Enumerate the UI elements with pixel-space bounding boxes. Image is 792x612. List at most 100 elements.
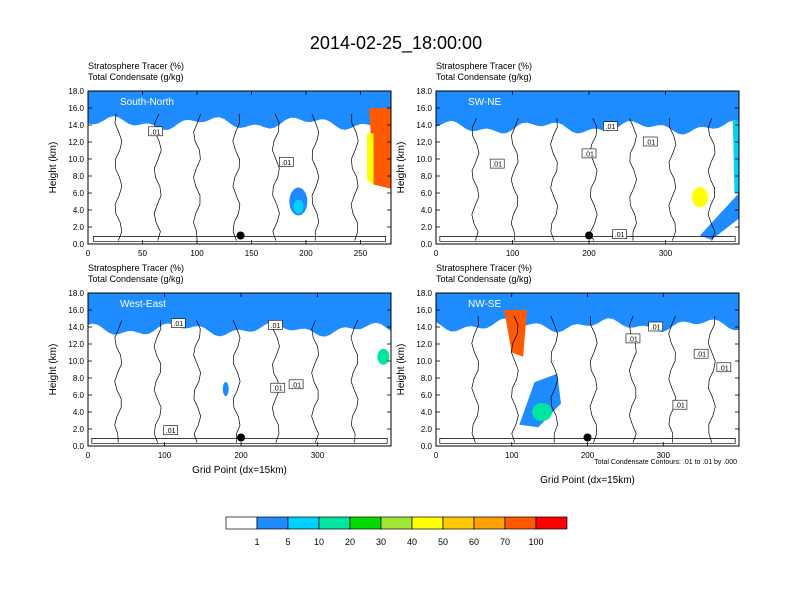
subtitle-condensate: Total Condensate (g/kg) (88, 72, 184, 82)
condensate-contour (272, 113, 280, 241)
y-tick-label: 8.0 (421, 374, 433, 383)
condensate-contours (439, 118, 736, 242)
x-tick-label: 300 (659, 249, 673, 258)
colorbar-label: 5 (285, 537, 290, 547)
tracer-field: .01 .01 .01 .01 .01 (88, 293, 391, 446)
svg-text:.01: .01 (166, 428, 176, 435)
x-tick-label: 100 (505, 451, 519, 460)
tracer-field: .01 .01 (88, 91, 391, 244)
contour-label: .01 (642, 136, 658, 147)
condensate-contour (471, 315, 480, 443)
y-tick-label: 14.0 (68, 121, 84, 130)
svg-text:.01: .01 (719, 365, 729, 372)
plot-frame (87, 292, 392, 447)
contour-label: .01 (648, 321, 663, 332)
condensate-contour (232, 320, 241, 443)
subtitle-tracer: Stratosphere Tracer (%) (436, 61, 532, 71)
colorbar-swatch (380, 516, 413, 530)
tracer-intrusion (699, 193, 739, 240)
condensate-contour (589, 315, 598, 443)
condensate-contour (91, 438, 388, 444)
y-tick-label: 18.0 (416, 289, 432, 298)
condensate-contour (668, 315, 677, 443)
svg-text:.01: .01 (675, 403, 685, 410)
colorbar-label: 30 (376, 537, 386, 547)
tracer-intrusion (504, 310, 527, 357)
condensate-contour (707, 118, 716, 241)
colorbar-swatch (535, 516, 568, 530)
condensate-contour (707, 315, 716, 443)
svg-text:.01: .01 (628, 336, 638, 343)
contour-label: .01 (716, 362, 732, 372)
svg-text:.01: .01 (173, 321, 183, 328)
condensate-contour (550, 315, 559, 443)
condensate-contour (439, 236, 736, 242)
y-tick-label: 8.0 (73, 374, 85, 383)
tracer-blob (222, 382, 229, 397)
colorbar-label: 50 (438, 537, 448, 547)
condensate-contour (629, 118, 637, 241)
svg-text:.01: .01 (291, 382, 301, 389)
colorbar-swatch (442, 516, 475, 530)
tracer-blob (377, 348, 390, 365)
y-tick-label: 0.0 (421, 240, 433, 249)
tracer-band (436, 91, 739, 135)
condensate-contours (439, 315, 736, 444)
region-label: West-East (120, 299, 166, 310)
contour-label: .01 (489, 158, 505, 169)
y-tick-label: 18.0 (416, 87, 432, 96)
region-label: SW-NE (468, 97, 501, 108)
subtitle-tracer: Stratosphere Tracer (%) (436, 263, 532, 273)
contour-label: .01 (693, 348, 709, 359)
condensate-contours (91, 320, 388, 444)
x-tick-label: 0 (86, 249, 91, 258)
condensate-contour (311, 113, 320, 241)
y-tick-label: 8.0 (73, 172, 85, 181)
colorbar: 1 5 10 20 30 40 50 60 70 100 (225, 516, 568, 547)
condensate-contour (311, 320, 319, 443)
svg-text:.01: .01 (492, 162, 502, 169)
condensate-contour (93, 236, 386, 242)
svg-text:.01: .01 (273, 386, 283, 393)
y-tick-label: 4.0 (73, 408, 85, 417)
colorbar-swatch (318, 516, 351, 530)
colorbar-swatch (287, 516, 320, 530)
subtitle-tracer: Stratosphere Tracer (%) (88, 61, 184, 71)
condensate-contour (114, 113, 123, 241)
y-tick-label: 4.0 (73, 206, 85, 215)
contour-label: .01 (170, 318, 186, 328)
contour-label: .01 (603, 121, 618, 131)
y-tick-label: 4.0 (421, 206, 433, 215)
y-tick-label: 18.0 (68, 87, 84, 96)
y-tick-label: 6.0 (73, 391, 85, 400)
x-axis-title: Grid Point (dx=15km) (192, 465, 287, 476)
y-axis-title: Height (km) (48, 344, 59, 396)
x-tick-label: 200 (581, 451, 595, 460)
tracer-blob (293, 199, 304, 214)
x-tick-label: 100 (506, 249, 520, 258)
y-tick-label: 0.0 (421, 442, 433, 451)
y-tick-label: 16.0 (416, 104, 432, 113)
y-tick-label: 10.0 (416, 155, 432, 164)
panel-south-north: Stratosphere Tracer (%)Total Condensate … (48, 61, 392, 258)
condensate-contour (589, 118, 598, 241)
subtitle-condensate: Total Condensate (g/kg) (436, 274, 532, 284)
condensate-contour (271, 320, 280, 443)
colorbar-label: 1 (254, 537, 259, 547)
colorbar-swatch (225, 516, 258, 530)
svg-text:.01: .01 (606, 124, 616, 131)
x-tick-label: 0 (434, 451, 439, 460)
y-tick-label: 0.0 (73, 442, 85, 451)
location-marker (583, 433, 592, 442)
condensate-contour (471, 118, 480, 241)
colorbar-swatch (256, 516, 289, 530)
plot-frame (87, 90, 392, 245)
contour-label: .01 (279, 157, 294, 167)
region-label: South-North (120, 97, 174, 108)
y-tick-label: 10.0 (68, 357, 84, 366)
y-tick-label: 2.0 (421, 425, 433, 434)
y-axis-title: Height (km) (396, 142, 407, 194)
y-tick-label: 2.0 (73, 425, 85, 434)
x-tick-label: 250 (354, 249, 368, 258)
contour-label: .01 (148, 126, 163, 136)
